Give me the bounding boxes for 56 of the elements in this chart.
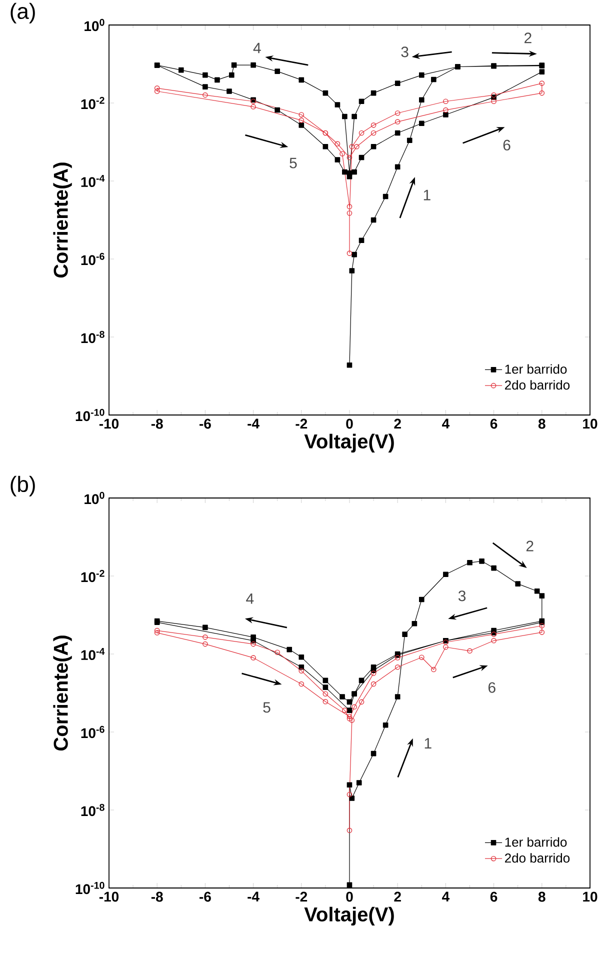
- x-tick-label: -4: [248, 418, 260, 428]
- x-tick-label: 2: [394, 892, 401, 902]
- annotation: 1: [424, 738, 432, 748]
- y-axis-title: Corriente(A): [53, 636, 72, 751]
- chart-title: (a): [10, 2, 35, 24]
- x-tick-label: 0: [346, 418, 353, 429]
- y-tick-label: 10$^{0}$: [84, 492, 104, 504]
- annotation: 3: [401, 46, 408, 58]
- annotation: 6: [503, 140, 510, 150]
- y-tick-label: 10$^{-6}$: [81, 252, 104, 266]
- y-tick-label: 10$^{-10}$: [76, 882, 104, 894]
- annotation: 3: [458, 590, 466, 602]
- x-tick-label: 6: [490, 418, 498, 429]
- x-axis-title: Voltaje(V): [304, 906, 394, 926]
- annotation: 4: [253, 42, 261, 54]
- x-tick-label: 2: [394, 418, 401, 429]
- legend-label: 2do barrido: [505, 380, 570, 390]
- x-tick-label: 10: [583, 418, 598, 429]
- annotation: 2: [524, 32, 532, 44]
- x-axis-title: Voltaje(V): [304, 434, 394, 452]
- legend-label: 1er barrido: [505, 364, 567, 374]
- y-tick-label: 10$^{-8}$: [81, 330, 104, 344]
- y-tick-label: 10$^{0}$: [84, 18, 104, 32]
- annotation: 1: [424, 190, 430, 200]
- x-tick-label: -10: [99, 892, 119, 902]
- x-tick-label: -4: [248, 892, 260, 902]
- chart-title: (b): [10, 476, 35, 496]
- legend-label: 2do barrido: [505, 853, 570, 863]
- x-tick-label: 8: [538, 892, 546, 902]
- y-tick-label: 10$^{-2}$: [81, 570, 104, 582]
- y-tick-label: 10$^{-10}$: [76, 408, 104, 422]
- y-tick-label: 10$^{-8}$: [81, 804, 104, 816]
- x-tick-label: -8: [151, 418, 163, 429]
- y-axis-title: Corriente(A): [53, 162, 72, 278]
- annotation: 4: [246, 593, 254, 604]
- x-tick-label: -10: [99, 418, 119, 429]
- x-tick-label: -6: [200, 892, 211, 902]
- y-tick-label: 10$^{-2}$: [81, 96, 104, 110]
- x-tick-label: -2: [296, 418, 308, 429]
- x-tick-label: 6: [490, 892, 498, 902]
- annotation: 5: [290, 158, 297, 168]
- x-tick-label: 4: [442, 892, 450, 902]
- x-tick-label: -6: [200, 418, 211, 429]
- y-tick-label: 10$^{-6}$: [81, 726, 104, 738]
- x-tick-label: 4: [442, 418, 450, 428]
- x-tick-label: 0: [346, 892, 353, 902]
- x-tick-label: 8: [538, 418, 546, 429]
- legend-label: 1er barrido: [505, 837, 567, 847]
- annotation: 5: [263, 702, 270, 713]
- y-tick-label: 10$^{-4}$: [81, 174, 105, 188]
- x-tick-label: -2: [296, 892, 308, 902]
- annotation: 6: [488, 682, 496, 693]
- y-tick-label: 10$^{-4}$: [81, 648, 105, 660]
- annotation: 2: [526, 540, 534, 552]
- x-tick-label: -8: [151, 892, 163, 902]
- x-tick-label: 10: [583, 892, 598, 902]
